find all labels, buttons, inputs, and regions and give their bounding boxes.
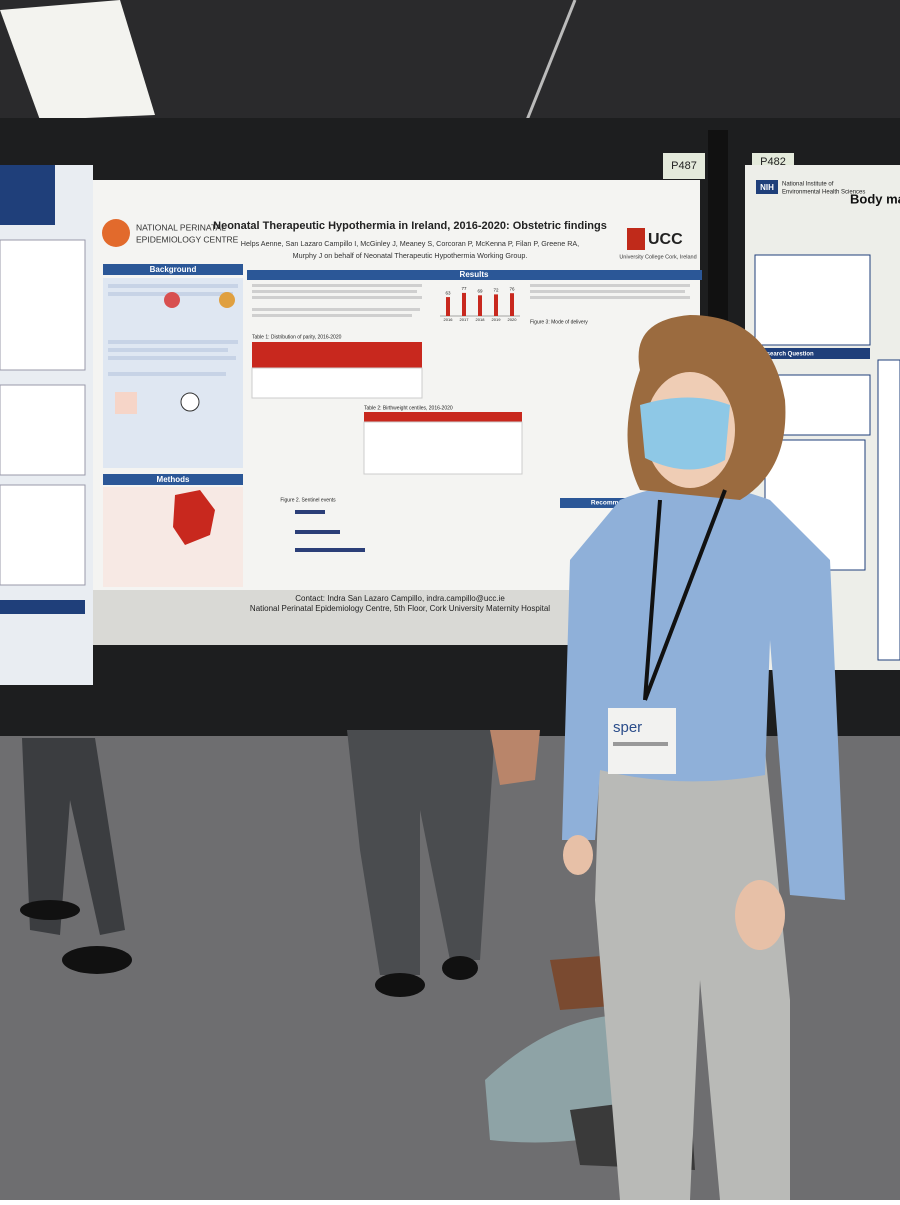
npec-logo: NATIONAL PERINATAL [136,222,226,232]
ucc-crest [627,228,645,250]
address: National Perinatal Epidemiology Centre, … [250,604,550,613]
lanyard [643,489,727,701]
bar [462,292,466,316]
bar [478,295,482,316]
presenter-hand [563,835,593,875]
shoe [62,946,132,974]
board-number-box [663,153,705,179]
bar-value: 72 [493,288,499,293]
section-bar [755,348,870,359]
face-mask [640,397,730,470]
x-tick-label: 2016 [444,317,454,322]
ceiling [0,0,900,140]
person-trousers [347,730,495,975]
ceiling-light [0,0,155,120]
left-poster-figure [0,484,86,586]
bar-value: 77 [461,286,467,291]
table-body [251,367,423,399]
left-poster-band [0,600,85,614]
table-header [252,342,422,368]
results-text [252,284,690,317]
shoe [442,956,478,980]
npec-logo: EPIDEMIOLOGY CENTRE [136,234,239,244]
board-number: P487 [671,160,697,172]
nih-logo: NIH [760,183,774,192]
badge-logo: sper [613,719,642,736]
figure-title: Figure 2. Sentinel events [280,497,336,503]
nih-name: National Institute of [782,182,834,188]
ucc-subtitle: University College Cork, Ireland [619,254,696,260]
section-bar [247,270,702,280]
section-heading: Research Question [759,352,814,358]
shoe [375,973,425,997]
left-poster-header [0,165,55,225]
methods-box [103,487,243,587]
bar [446,297,450,316]
section-heading: Results [460,270,489,279]
person-legs [22,738,125,935]
right-poster-title: Body ma [850,191,900,206]
section-bar [103,474,243,485]
figure-title: Figure 3: Mode of delivery [530,319,588,325]
npec-logo-mark [102,219,130,247]
table-body [363,421,523,475]
section-bar [103,264,243,275]
x-tick-label: 2017 [460,317,470,322]
nih-name: Environmental Health Sciences [782,190,865,196]
icon-brain [164,292,180,308]
bar-value: 76 [509,286,515,291]
name-badge [608,708,676,774]
bar-chart: 63 2016 77 2017 69 2018 72 2019 76 2020 [440,286,520,322]
bar-value: 69 [477,288,483,293]
icon-brain [219,292,235,308]
ceiling-pole [523,0,577,126]
section-heading: Background [150,265,197,274]
left-poster-figure [0,239,86,371]
legs [490,730,540,785]
shoe [20,900,80,920]
presenter-shirt [562,485,845,900]
bar [510,293,514,316]
ireland-map [173,490,215,545]
right-poster-box [877,359,900,661]
figure2-bars [295,510,365,552]
x-tick-label: 2019 [492,317,502,322]
table-header [364,412,522,422]
left-poster-figure [0,384,86,476]
ucc-logo: UCC [648,231,683,248]
x-tick-label: 2018 [476,317,486,322]
nih-logo-box [756,180,778,194]
bar [494,294,498,316]
presenter-hand [735,880,785,950]
presenter-trousers [595,750,790,1200]
contact: Contact: Indra San Lazaro Campillo, indr… [295,594,505,603]
table-title: Table 1: Distribution of parity, 2016-20… [252,334,342,340]
right-poster-box [754,254,871,346]
poster-authors: Helps Aenne, San Lazaro Campillo I, McGi… [241,239,579,248]
poster-authors: Murphy J on behalf of Neonatal Therapeut… [293,251,528,260]
section-heading: Methods [157,475,190,484]
board-number: P482 [760,156,786,168]
bar-value: 63 [445,290,451,295]
badge-name [613,742,668,746]
x-tick-label: 2020 [508,317,518,322]
icon-clock [180,392,200,412]
icon [115,392,137,414]
table-title: Table 2: Birthweight centiles, 2016-2020 [364,405,453,411]
poster-title: Neonatal Therapeutic Hypothermia in Irel… [213,220,607,232]
